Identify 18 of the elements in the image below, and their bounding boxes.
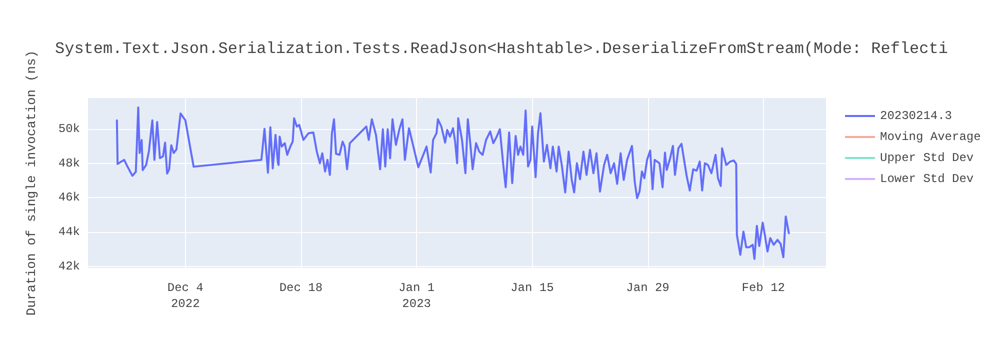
y-axis-title: Duration of single invocation (ns) xyxy=(24,50,39,316)
x-tick-label: Jan 1 2023 xyxy=(398,281,435,311)
x-tick-label: Jan 15 xyxy=(510,281,554,295)
x-tick-label: Dec 4 2022 xyxy=(167,281,204,311)
y-tick-label: 46k xyxy=(58,190,80,205)
line-series xyxy=(116,106,790,260)
legend-label: Lower Std Dev xyxy=(880,172,974,186)
y-tick-label: 48k xyxy=(58,156,80,170)
y-tick-label: 42k xyxy=(58,259,80,274)
legend-label: Upper Std Dev xyxy=(880,151,974,165)
legend-label: 20230214.3 xyxy=(880,109,952,123)
x-tick-label: Dec 18 xyxy=(279,281,323,295)
y-tick-label: 50k xyxy=(58,122,80,136)
legend-label: Moving Average xyxy=(880,130,981,144)
chart-title: System.Text.Json.Serialization.Tests.ReadJson<Hashtable>.DeserializeFromStream(Mode: Reflecti xyxy=(55,40,948,58)
y-tick-label: 44k xyxy=(58,224,80,239)
x-tick-label: Jan 29 xyxy=(626,281,670,295)
x-tick-label: Feb 12 xyxy=(742,281,785,295)
